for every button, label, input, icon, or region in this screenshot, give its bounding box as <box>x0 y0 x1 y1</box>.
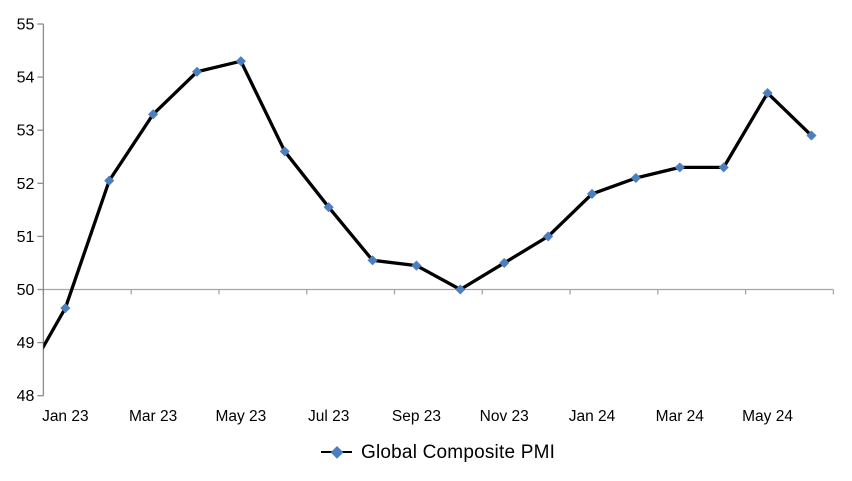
y-tick-label: 53 <box>17 123 35 140</box>
data-point-marker <box>367 255 378 266</box>
data-point-marker <box>806 130 817 141</box>
y-tick-label: 54 <box>17 70 35 87</box>
x-tick-label: May 24 <box>742 408 793 425</box>
x-tick-label: Nov 23 <box>480 408 529 425</box>
data-point-marker <box>191 66 203 77</box>
data-point-marker <box>104 175 115 186</box>
legend-diamond-icon <box>330 445 343 459</box>
data-point-marker <box>323 202 334 213</box>
data-point-marker <box>499 257 510 269</box>
y-tick-label: 49 <box>17 335 35 352</box>
y-tick-label: 52 <box>17 176 35 193</box>
legend-series-label: Global Composite PMI <box>361 441 556 463</box>
x-tick-label: Jul 23 <box>308 408 349 425</box>
data-point-marker <box>762 87 773 99</box>
data-point-marker <box>455 284 466 295</box>
data-point-marker <box>674 162 685 173</box>
data-point-marker <box>147 109 159 120</box>
x-tick-label: Mar 23 <box>129 408 177 425</box>
x-tick-label: Sep 23 <box>392 408 441 425</box>
x-tick-label: Jan 23 <box>42 408 89 425</box>
x-tick-label: May 23 <box>215 408 266 425</box>
legend-line-diamond-icon <box>321 443 352 462</box>
data-point-marker <box>542 231 554 242</box>
y-tick-label: 51 <box>17 229 35 246</box>
data-point-marker <box>235 56 247 67</box>
data-point-marker <box>630 172 642 184</box>
data-point-marker <box>411 260 422 271</box>
chart-legend: Global Composite PMI <box>321 439 555 465</box>
x-tick-label: Mar 24 <box>656 408 705 425</box>
y-tick-label: 55 <box>17 17 35 34</box>
y-tick-label: 48 <box>17 388 35 405</box>
data-point-marker <box>279 146 290 157</box>
data-point-marker <box>60 302 71 314</box>
data-point-marker <box>718 162 729 173</box>
x-tick-label: Jan 24 <box>569 408 616 425</box>
line-series <box>43 59 813 350</box>
y-tick-label: 50 <box>17 282 35 299</box>
data-point-marker <box>586 188 598 200</box>
